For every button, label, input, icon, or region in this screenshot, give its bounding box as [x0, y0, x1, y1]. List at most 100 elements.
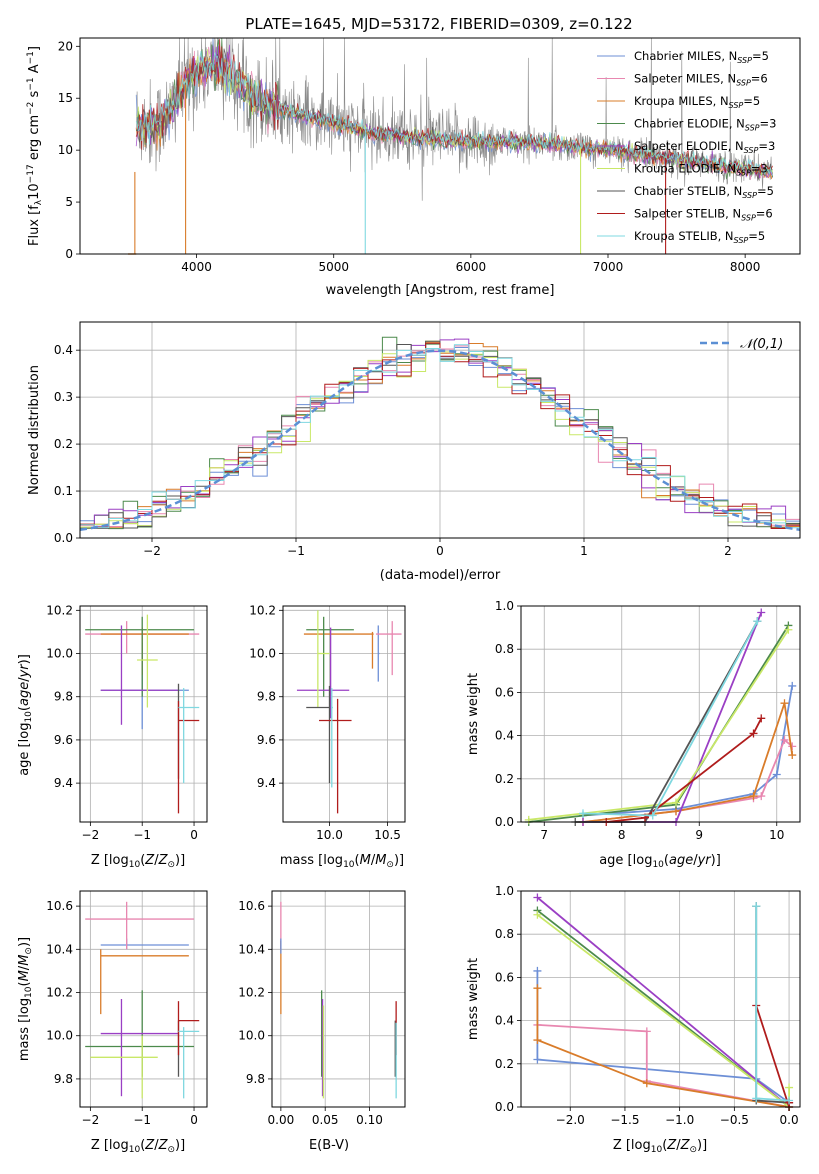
x-tick-label: 2	[724, 544, 732, 558]
y-tick-label: 10.2	[46, 986, 73, 1000]
mass-weight-marker	[749, 792, 758, 801]
y-tick-label: 0.4	[495, 729, 514, 743]
mass-vs-ebv-panel: 0.00 0.05 0.10 9.8 10.0 10.2 10.4 10.6	[238, 890, 406, 1127]
mass-weight-marker	[752, 902, 761, 911]
residual-histogram-step	[80, 344, 800, 529]
x-tick-label: 10	[769, 828, 784, 842]
normal-distribution-curve	[79, 349, 801, 532]
x-tick-label: −2	[82, 828, 100, 842]
mass-weight-line	[536, 896, 790, 1108]
mass-weight-marker	[757, 608, 766, 617]
y-tick-label: 20	[58, 39, 73, 53]
x-tick-label: −1	[133, 1113, 151, 1127]
x-tick-label: −1.0	[665, 1113, 694, 1127]
x-tick-label: −0.5	[720, 1113, 749, 1127]
y-tick-label: 10.2	[238, 986, 265, 1000]
mass-weight-line	[755, 906, 790, 1104]
legend-label: Kroupa STELIB, NSSP=5	[634, 229, 765, 245]
mass-weight-marker	[757, 792, 766, 801]
y-tick-label: 0.6	[495, 970, 514, 984]
mass-weight-line	[528, 629, 790, 821]
y-tick-label: 15	[58, 91, 73, 105]
mass-weight-marker	[772, 770, 781, 779]
y-tick-label: 0.0	[495, 1100, 514, 1114]
y-tick-label: 5	[65, 195, 73, 209]
mass-weight-line	[528, 624, 790, 823]
legend-label: Salpeter STELIB, NSSP=6	[634, 207, 773, 223]
y-tick-label: 0.0	[495, 815, 514, 829]
x-tick-label: −1	[287, 544, 305, 558]
panel6-xlabel: Z [log10(Z/Z⊙)]	[91, 1138, 185, 1155]
mass-weight-vs-metallicity-panel: −2.0 −1.5 −1.0 −0.5 0.0 0.0 0.2 0.4 0.6 0.8 1.0	[495, 884, 801, 1127]
mass-weight-marker	[788, 742, 797, 751]
panel3-ylabel: age [log10(age/yr)]	[17, 654, 34, 776]
grid	[272, 891, 405, 1107]
mass-weight-marker	[533, 893, 542, 902]
mass-weight-marker	[579, 809, 587, 818]
histogram-legend: 𝒩(0,1)	[700, 337, 783, 352]
legend-label: Kroupa MILES, NSSP=5	[634, 94, 760, 110]
observed-spectrum-line	[135, 37, 773, 201]
x-tick-label: 0	[190, 828, 198, 842]
model-spectrum-line	[135, 50, 773, 176]
spectrum-legend: Chabrier MILES, NSSP=5 Salpeter MILES, NS…	[597, 49, 776, 245]
mass-vs-metallicity-panel: −2 −1 0 9.8 10.0 10.2 10.4 10.6	[46, 890, 208, 1127]
y-tick-label: 9.6	[257, 733, 276, 747]
mass-weight-marker	[749, 729, 758, 738]
mass-weight-marker	[780, 735, 789, 744]
mass-weight-marker	[533, 1036, 542, 1045]
mass-weight-line	[755, 906, 790, 1102]
plot-frame	[79, 890, 208, 1108]
x-tick-label: 1	[580, 544, 588, 558]
mass-weight-line	[536, 988, 790, 1108]
plot-frame	[282, 605, 406, 823]
grid	[80, 606, 207, 822]
panel6-ylabel: mass [log10(M/M⊙)]	[17, 937, 34, 1061]
y-tick-label: 0.0	[54, 531, 73, 545]
mass-weight-marker	[533, 910, 542, 919]
y-tick-label: 0.1	[54, 484, 73, 498]
spectrum-title: PLATE=1645, MJD=53172, FIBERID=0309, z=0…	[245, 15, 632, 33]
mass-weight-line	[536, 914, 790, 1109]
panel5-xlabel: age [log10(age/yr)]	[599, 853, 721, 870]
panel3-xlabel: Z [log10(Z/Z⊙)]	[91, 853, 185, 870]
y-tick-label: 10.2	[46, 603, 73, 617]
y-tick-label: 10.0	[249, 647, 276, 661]
mass-weight-marker	[788, 751, 797, 760]
x-tick-label: −2.0	[556, 1113, 585, 1127]
y-tick-label: 9.8	[54, 690, 73, 704]
x-tick-label: 8000	[730, 260, 761, 274]
mass-weight-marker	[785, 1096, 794, 1105]
panel5-ylabel: mass weight	[466, 673, 481, 755]
histogram-ylabel: Normed distribution	[27, 365, 42, 495]
y-tick-label: 10.0	[46, 647, 73, 661]
y-tick-label: 9.4	[54, 776, 73, 790]
mass-weight-marker	[780, 699, 789, 708]
x-tick-label: 6000	[456, 260, 487, 274]
legend-label: Salpeter MILES, NSSP=6	[634, 72, 768, 88]
x-tick-label: 8	[618, 828, 626, 842]
y-tick-label: 0.3	[54, 390, 73, 404]
mass-weight-marker	[785, 1083, 794, 1092]
x-tick-label: 0.0	[780, 1113, 799, 1127]
age-vs-mass-panel: 10.0 10.5 9.4 9.6 9.8 10.0 10.2	[249, 603, 406, 842]
x-tick-label: 7000	[593, 260, 624, 274]
y-tick-label: 9.8	[257, 690, 276, 704]
x-tick-label: 0.05	[312, 1113, 339, 1127]
x-tick-label: −2	[143, 544, 161, 558]
panel4-xlabel: mass [log10(M/M⊙)]	[280, 853, 404, 870]
x-tick-label: 0.00	[268, 1113, 295, 1127]
mass-weight-marker	[524, 815, 533, 824]
age-vs-metallicity-panel: −2 −1 0 9.4 9.6 9.8 10.0 10.2	[46, 603, 208, 842]
y-tick-label: 0.4	[54, 343, 73, 357]
y-tick-label: 10.2	[249, 603, 276, 617]
x-tick-label: 4000	[181, 260, 212, 274]
plot-frame	[79, 605, 208, 823]
mass-weight-marker	[753, 617, 762, 626]
legend-label: Chabrier STELIB, NSSP=5	[634, 184, 774, 200]
y-tick-label: 10.4	[46, 942, 73, 956]
y-tick-label: 1.0	[495, 884, 514, 898]
legend-label: Chabrier ELODIE, NSSP=3	[634, 117, 776, 133]
grid	[80, 891, 207, 1107]
spectrum-xlabel: wavelength [Angstrom, rest frame]	[326, 283, 555, 298]
